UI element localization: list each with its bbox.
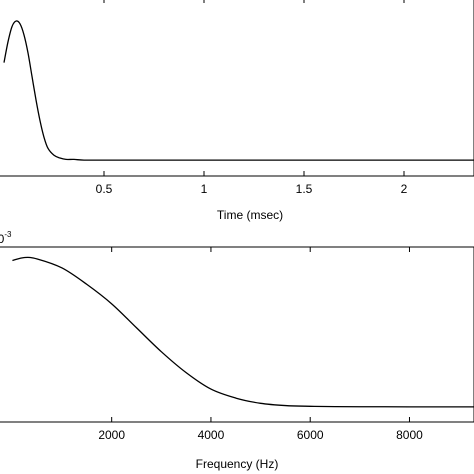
frequency-plot: 2000 4000 6000 8000 Frequency (Hz) 10-3: [0, 230, 474, 471]
y-exponent-base: 10: [0, 232, 5, 246]
time-series-line: [3, 20, 474, 161]
time-x-tick-label: 1.5: [296, 182, 313, 196]
frequency-x-axis-label: Frequency (Hz): [196, 457, 279, 471]
frequency-x-tick-label: 4000: [198, 428, 225, 442]
frequency-x-ticks: 2000 4000 6000 8000: [98, 247, 423, 442]
frequency-series-line: [12, 256, 474, 408]
time-plot: 0.5 1 1.5 2 Time (msec): [0, 0, 474, 222]
frequency-x-tick-label: 2000: [98, 428, 125, 442]
time-x-axis-label: Time (msec): [217, 208, 283, 222]
y-exponent-power: -3: [4, 230, 12, 239]
frequency-plot-frame: [0, 246, 474, 423]
time-x-tick-label: 0.5: [96, 182, 113, 196]
time-x-tick-label: 2: [401, 182, 408, 196]
time-x-tick-label: 1: [201, 182, 208, 196]
time-plot-frame: [0, 0, 474, 177]
frequency-x-tick-label: 6000: [297, 428, 324, 442]
frequency-x-tick-label: 8000: [396, 428, 423, 442]
y-exponent-label: 10-3: [0, 230, 12, 246]
time-x-ticks: 0.5 1 1.5 2: [96, 0, 408, 196]
